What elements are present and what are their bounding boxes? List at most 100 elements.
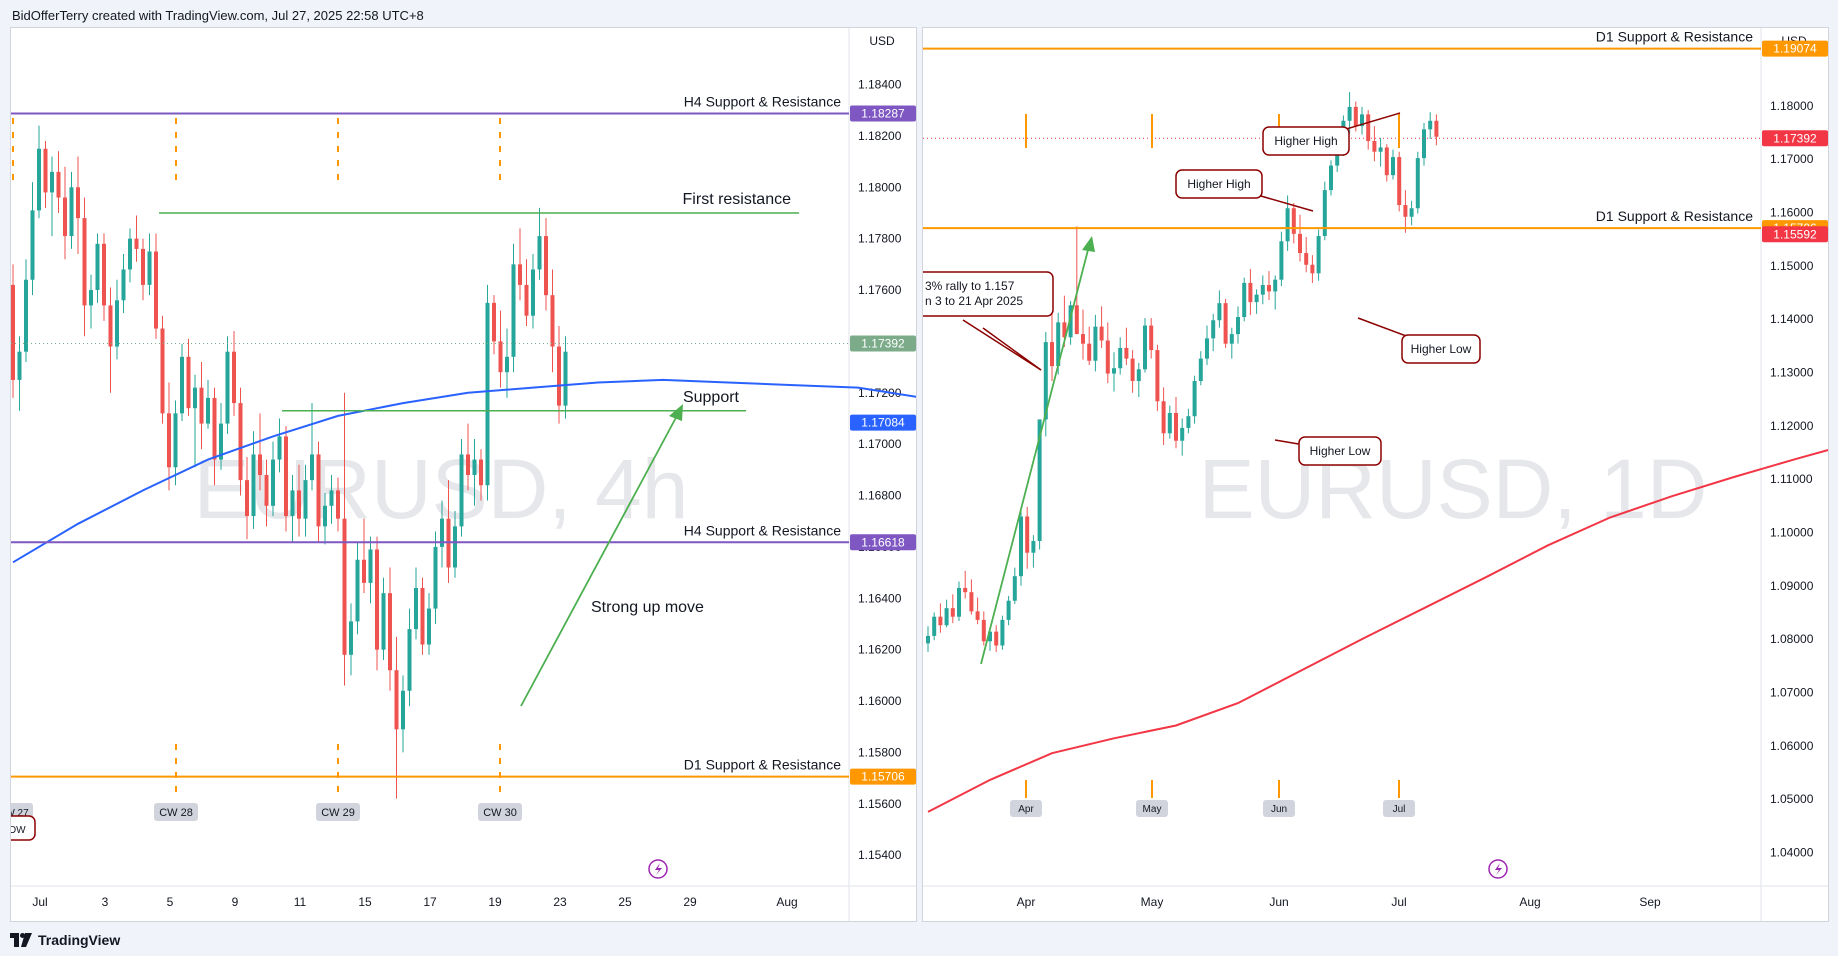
month-marker-badge [1383, 800, 1415, 817]
lightning-icon-ring [648, 859, 668, 879]
ma-price-badge-bg [1762, 226, 1828, 243]
candle-body [1192, 381, 1197, 417]
candle-body [76, 187, 80, 219]
candle-body [342, 518, 347, 655]
candle-body [245, 480, 249, 517]
candle-body [1298, 233, 1302, 254]
level-price-badge: 1.16618 [861, 535, 905, 549]
higher-low-callout-text: Higher Low [1411, 342, 1472, 356]
candle-body [1105, 340, 1110, 374]
chart-panel-4h[interactable]: EURUSD, 4h USD 1.18400 1.18200 1.18000 1.1780… [10, 27, 917, 922]
week-marker-badge [154, 803, 198, 821]
lightning-icon[interactable] [1488, 859, 1508, 879]
lightning-icon[interactable] [648, 859, 668, 879]
candle-body [82, 218, 87, 306]
candle-body [160, 328, 165, 414]
month-marker-badge [1263, 800, 1295, 817]
lightning-icon-glyph [655, 863, 662, 875]
candle-body [1360, 114, 1364, 127]
level-price-badge: 1.18287 [861, 107, 905, 121]
tradingview-logo[interactable]: TradingView [10, 932, 120, 948]
tradingview-logo-icon [10, 933, 32, 947]
higher-low-callout[interactable]: Higher Low [1274, 436, 1382, 466]
candle-body [1391, 157, 1395, 176]
candle-body [89, 290, 93, 306]
y-tick-label: 1.17000 [1770, 152, 1814, 166]
x-tick-label: 29 [683, 895, 697, 909]
chart-1d-svg[interactable]: EURUSD, 1DUSD1.180001.170001.160001.1500… [923, 28, 1828, 921]
higher-high-callout-text: Higher High [1274, 134, 1337, 148]
candle-body [531, 269, 535, 316]
candle-body [128, 238, 132, 270]
candle-body [981, 619, 986, 642]
candle-body [219, 423, 223, 460]
candle-body [479, 459, 483, 486]
candle-body [492, 302, 496, 342]
higher-high-callout[interactable]: Higher High [1175, 169, 1314, 212]
candle-body [115, 300, 119, 347]
last-price-badge: 1.17392 [861, 336, 905, 350]
y-tick-label: 1.07000 [1770, 685, 1814, 699]
candle-body [988, 631, 992, 642]
chart-4h-svg[interactable]: EURUSD, 4hUSD1.184001.182001.180001.1780… [11, 28, 916, 921]
rally-note-line2: n 3 to 21 Apr 2025 [925, 294, 1023, 308]
candle-body [147, 251, 152, 285]
candle-body [1415, 158, 1420, 209]
candle-body [258, 454, 262, 475]
level-label: H4 Support & Resistance [684, 94, 841, 110]
candle-body [154, 251, 158, 329]
y-tick-label: 1.06000 [1770, 739, 1814, 753]
y-tick-label: 1.17600 [858, 283, 902, 297]
candle-body [1378, 147, 1383, 152]
rally-note-line1: 3% rally to 1.157 [925, 279, 1015, 293]
higher-low-callout-box [1401, 334, 1481, 364]
candle-body [1273, 279, 1278, 292]
candle-body [994, 631, 999, 646]
candle-body [485, 302, 490, 486]
candle-body [518, 264, 522, 285]
candle-body [1043, 342, 1048, 420]
candle-body [544, 236, 548, 296]
y-tick-label: 1.16400 [858, 591, 902, 605]
month-marker-label: Apr [1018, 804, 1034, 815]
candle-body [1068, 305, 1073, 338]
candle-body [1149, 325, 1154, 351]
x-tick-label: 23 [553, 895, 567, 909]
strong-up-move-arrow[interactable] [520, 404, 683, 707]
candle-body [297, 490, 301, 519]
candle-body [1000, 619, 1005, 646]
candle-body [498, 341, 503, 373]
higher-low-callout[interactable]: Higher Low [1357, 317, 1481, 364]
bottom-bar: TradingView [0, 922, 1838, 956]
higher-high-callout[interactable]: Higher High [1262, 112, 1401, 156]
candle-body [1267, 285, 1271, 292]
partial-callout-box [11, 815, 36, 841]
level-price-badge-bg [850, 768, 916, 785]
candle-body [1236, 317, 1240, 335]
candle-body [420, 588, 425, 645]
month-marker-label: Jun [1271, 804, 1287, 815]
chart-panel-1d[interactable]: EURUSD, 1DUSD1.180001.170001.160001.1500… [922, 27, 1829, 922]
rally-arrow[interactable] [980, 236, 1095, 665]
candle-body [1366, 114, 1371, 142]
candle-body [336, 490, 340, 519]
moving-average-line [927, 449, 1828, 813]
candle-body [11, 284, 15, 380]
candle-body [1254, 294, 1259, 303]
candle-body [1347, 106, 1352, 121]
candle-body [1260, 285, 1265, 295]
candle-body [407, 629, 412, 691]
candle-body [206, 397, 210, 424]
candle-body [1118, 347, 1123, 369]
candle-body [310, 454, 314, 481]
y-tick-label: 1.16000 [1770, 206, 1814, 220]
candle-body [440, 518, 444, 547]
candle-body [1304, 253, 1309, 265]
plot-background[interactable] [923, 28, 1828, 921]
y-tick-label: 1.16800 [858, 489, 902, 503]
candle-body [277, 436, 282, 460]
candle-body [1037, 419, 1042, 541]
y-tick-label: 1.18000 [858, 180, 902, 194]
candle-body [1409, 208, 1414, 217]
x-tick-label: 9 [232, 895, 239, 909]
